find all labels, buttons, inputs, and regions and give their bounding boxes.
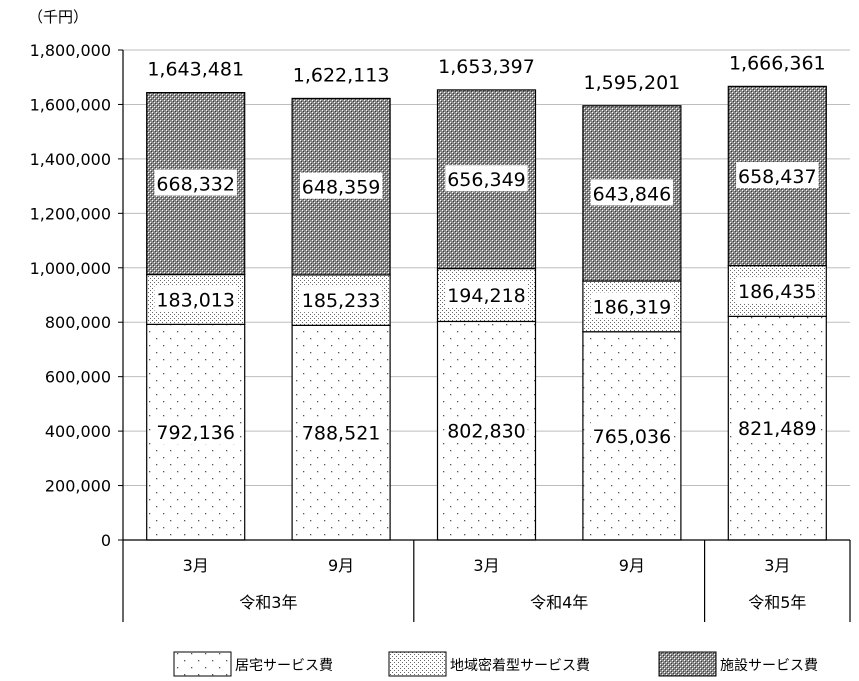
y-tick-label: 200,000 xyxy=(45,477,111,496)
data-label: 185,233 xyxy=(302,290,381,312)
data-label: 186,319 xyxy=(593,296,672,318)
legend-swatch xyxy=(173,651,232,677)
legend-label: 居宅サービス費 xyxy=(235,658,333,674)
data-label-bg xyxy=(736,414,819,441)
data-label-bg xyxy=(154,418,237,445)
data-label: 186,435 xyxy=(738,281,817,303)
total-label: 1,622,113 xyxy=(293,64,390,86)
legend-item: 居宅サービス費 xyxy=(173,651,333,677)
legend: 居宅サービス費 地域密着型サービス費 施設サービス費 xyxy=(173,651,818,677)
data-label: 792,136 xyxy=(156,422,235,444)
data-label-bg xyxy=(590,179,674,206)
legend-item: 地域密着型サービス費 xyxy=(388,651,590,677)
data-label: 648,359 xyxy=(302,177,381,199)
legend-label: 施設サービス費 xyxy=(720,658,818,674)
data-label: 765,036 xyxy=(593,426,672,448)
y-unit-label: （千円） xyxy=(28,8,88,26)
data-label-bg xyxy=(445,416,528,443)
data-label: 658,437 xyxy=(738,166,817,188)
total-label: 1,653,397 xyxy=(438,56,535,78)
data-label: 183,013 xyxy=(156,289,235,311)
legend-swatch xyxy=(658,651,717,677)
data-label-bg xyxy=(736,276,819,303)
data-label-bg xyxy=(299,286,383,313)
y-axis-ticks: 0 200,000 400,000 600,000 800,000 1,000,000 1,… xyxy=(30,41,111,550)
category-label: 3月 xyxy=(183,556,209,575)
data-label-bg xyxy=(445,281,528,308)
y-tick-label: 1,400,000 xyxy=(30,150,111,169)
data-label-bg xyxy=(154,285,237,312)
group-label: 令和3年 xyxy=(239,593,297,612)
category-label: 3月 xyxy=(764,556,790,575)
group-label: 令和5年 xyxy=(748,593,806,612)
y-tick-label: 400,000 xyxy=(45,422,111,441)
data-label: 788,521 xyxy=(302,423,381,445)
data-label: 668,332 xyxy=(156,174,235,196)
data-label-bg xyxy=(736,162,819,189)
y-tick-label: 0 xyxy=(101,531,111,550)
data-label-bg xyxy=(154,169,237,196)
data-label: 643,846 xyxy=(593,183,672,205)
legend-label: 地域密着型サービス費 xyxy=(450,657,590,674)
y-tick-label: 1,200,000 xyxy=(30,204,111,223)
data-label-bg xyxy=(299,172,383,199)
total-label: 1,666,361 xyxy=(729,52,826,74)
y-tick-label: 800,000 xyxy=(45,313,111,332)
y-tick-label: 1,800,000 xyxy=(30,41,111,60)
data-label: 802,830 xyxy=(447,421,526,443)
legend-swatch xyxy=(388,651,447,677)
category-label: 3月 xyxy=(473,556,499,575)
data-label-bg xyxy=(590,421,674,448)
data-label-bg xyxy=(445,165,528,192)
data-label-bg xyxy=(590,292,674,319)
y-tick-label: 1,600,000 xyxy=(30,95,111,114)
category-label: 9月 xyxy=(619,556,645,575)
total-label: 1,643,481 xyxy=(147,59,244,81)
data-label: 821,489 xyxy=(738,418,817,440)
data-label-bg xyxy=(299,418,383,445)
axes xyxy=(118,49,850,541)
y-tick-label: 1,000,000 xyxy=(30,259,111,278)
data-label: 194,218 xyxy=(447,285,526,307)
category-label: 9月 xyxy=(328,556,354,575)
data-label: 656,349 xyxy=(447,169,526,191)
group-label: 令和4年 xyxy=(530,593,588,612)
legend-item: 施設サービス費 xyxy=(658,651,818,677)
total-label: 1,595,201 xyxy=(584,72,681,94)
y-tick-label: 600,000 xyxy=(45,368,111,387)
bars: 792,136 183,013 668,332 1,643,481 788,521 185… xyxy=(146,52,827,541)
